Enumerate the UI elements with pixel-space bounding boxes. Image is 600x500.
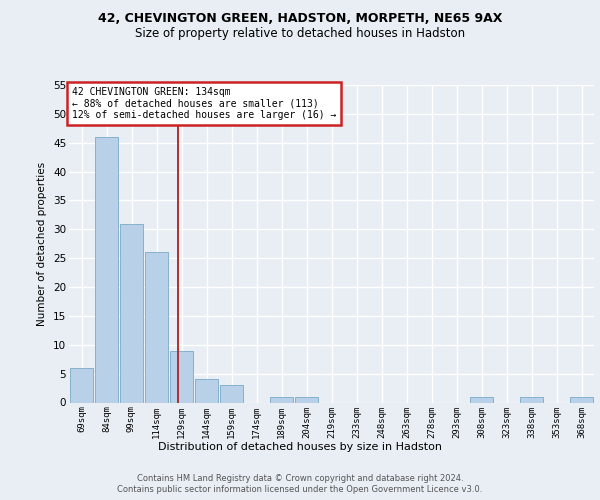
Bar — [95, 137, 118, 402]
Bar — [269, 396, 293, 402]
Bar — [119, 224, 143, 402]
Text: Contains HM Land Registry data © Crown copyright and database right 2024.: Contains HM Land Registry data © Crown c… — [137, 474, 463, 483]
Bar — [70, 368, 94, 402]
Bar — [145, 252, 169, 402]
Bar — [220, 385, 244, 402]
Bar — [569, 396, 593, 402]
Bar — [194, 380, 218, 402]
Text: Distribution of detached houses by size in Hadston: Distribution of detached houses by size … — [158, 442, 442, 452]
Bar — [470, 396, 493, 402]
Bar — [520, 396, 544, 402]
Bar — [170, 350, 193, 403]
Text: 42 CHEVINGTON GREEN: 134sqm
← 88% of detached houses are smaller (113)
12% of se: 42 CHEVINGTON GREEN: 134sqm ← 88% of det… — [71, 86, 336, 120]
Y-axis label: Number of detached properties: Number of detached properties — [37, 162, 47, 326]
Bar — [295, 396, 319, 402]
Text: Size of property relative to detached houses in Hadston: Size of property relative to detached ho… — [135, 28, 465, 40]
Text: Contains public sector information licensed under the Open Government Licence v3: Contains public sector information licen… — [118, 485, 482, 494]
Text: 42, CHEVINGTON GREEN, HADSTON, MORPETH, NE65 9AX: 42, CHEVINGTON GREEN, HADSTON, MORPETH, … — [98, 12, 502, 26]
